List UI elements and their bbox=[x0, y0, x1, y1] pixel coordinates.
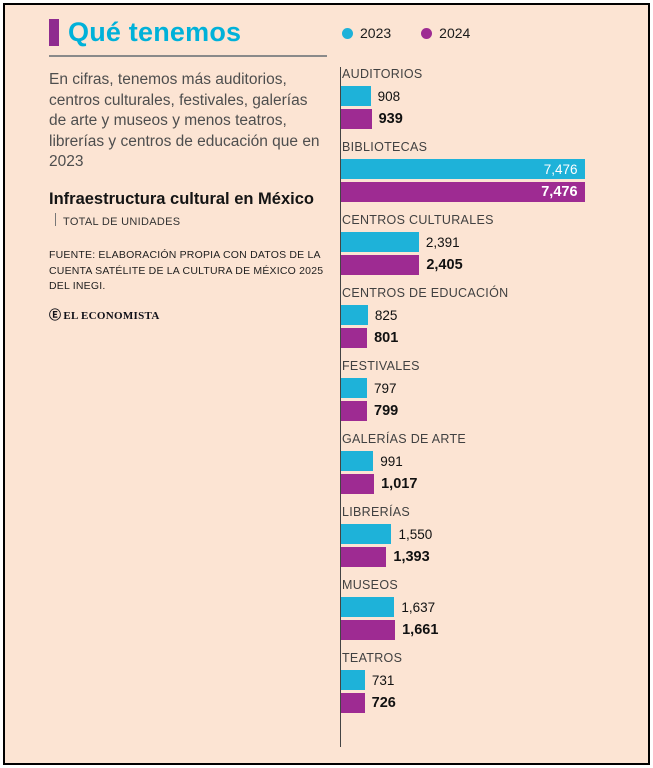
value-label-2024: 801 bbox=[374, 330, 399, 346]
title-row: Qué tenemos bbox=[49, 19, 327, 57]
legend-dot-2023 bbox=[342, 27, 353, 39]
intro-text: En cifras, tenemos más auditorios, centr… bbox=[49, 71, 320, 171]
category-label: GALERÍAS DE ARTE bbox=[342, 432, 467, 446]
value-label-2023: 797 bbox=[373, 380, 397, 396]
legend-label-2023: 2023 bbox=[360, 25, 392, 41]
legend-dot-2024 bbox=[421, 27, 433, 39]
logo-text: EL ECONOMISTA bbox=[63, 309, 160, 322]
bar-2023 bbox=[341, 232, 419, 252]
bar-row-2024: 1,393 bbox=[341, 547, 638, 567]
chart-legend: 2023 2024 bbox=[342, 25, 470, 41]
page-title: Qué tenemos bbox=[68, 17, 242, 47]
value-label-2024: 7,476 bbox=[541, 184, 578, 200]
chart-category-block: FESTIVALES 797 799 bbox=[341, 359, 638, 421]
bar-2024 bbox=[341, 401, 368, 421]
category-label: TEATROS bbox=[342, 651, 403, 665]
category-label: BIBLIOTECAS bbox=[342, 140, 428, 154]
bar-row-2024: 1,017 bbox=[341, 474, 638, 494]
source-note: FUENTE: ELABORACIÓN PROPIA CON DATOS DE … bbox=[49, 248, 324, 293]
bar-2024 bbox=[341, 109, 372, 129]
value-label-2023: 825 bbox=[374, 307, 398, 323]
chart-category-block: LIBRERÍAS 1,550 1,393 bbox=[341, 505, 638, 567]
value-label-2023: 908 bbox=[377, 88, 401, 104]
bar-2023 bbox=[341, 670, 365, 690]
chart-category-block: CENTROS CULTURALES 2,391 2,405 bbox=[341, 213, 638, 275]
value-label-2023: 2,391 bbox=[425, 234, 460, 250]
value-label-2023: 1,637 bbox=[401, 599, 436, 615]
bar-row-2024: 1,661 bbox=[341, 620, 638, 640]
chart-category-block: TEATROS 731 726 bbox=[341, 651, 638, 713]
legend-item-2024: 2024 bbox=[421, 25, 470, 41]
value-label-2024: 799 bbox=[374, 403, 399, 419]
bar-row-2024: 799 bbox=[341, 401, 638, 421]
bar-row-2024: 801 bbox=[341, 328, 638, 348]
value-label-2024: 726 bbox=[371, 695, 396, 711]
infographic-frame: Qué tenemos En cifras, tenemos más audit… bbox=[3, 3, 650, 765]
chart-category-block: GALERÍAS DE ARTE 991 1,017 bbox=[341, 432, 638, 494]
bar-2024 bbox=[341, 328, 368, 348]
chart-category-block: BIBLIOTECAS 7,476 7,476 bbox=[341, 140, 638, 202]
legend-item-2023: 2023 bbox=[342, 25, 391, 41]
subtitle-text: Infraestructura cultural en México bbox=[49, 189, 314, 208]
bar-2023: 7,476 bbox=[341, 159, 585, 179]
bar-row-2023: 7,476 bbox=[341, 159, 638, 179]
accent-bar bbox=[49, 19, 59, 46]
category-label: CENTROS CULTURALES bbox=[342, 213, 494, 227]
category-label: AUDITORIOS bbox=[342, 67, 423, 81]
bar-row-2023: 731 bbox=[341, 670, 638, 690]
category-label: FESTIVALES bbox=[342, 359, 420, 373]
bar-row-2023: 825 bbox=[341, 305, 638, 325]
bar-row-2023: 2,391 bbox=[341, 232, 638, 252]
bar-chart: AUDITORIOS 908 939 BIBLIOTECAS 7,476 7,476 CEN… bbox=[340, 67, 638, 747]
bar-2023 bbox=[341, 597, 395, 617]
bar-row-2024: 2,405 bbox=[341, 255, 638, 275]
value-label-2024: 2,405 bbox=[426, 257, 463, 273]
value-label-2024: 1,393 bbox=[393, 549, 430, 565]
bar-2023 bbox=[341, 378, 367, 398]
logo-mark-icon: Ⓔ bbox=[49, 307, 62, 322]
bar-2024 bbox=[341, 693, 365, 713]
chart-category-block: MUSEOS 1,637 1,661 bbox=[341, 578, 638, 640]
bar-row-2023: 908 bbox=[341, 86, 638, 106]
bar-row-2023: 1,550 bbox=[341, 524, 638, 544]
value-label-2023: 731 bbox=[371, 672, 395, 688]
subtitle-note: TOTAL DE UNIDADES bbox=[63, 215, 181, 228]
value-label-2023: 991 bbox=[380, 453, 403, 469]
bar-row-2024: 939 bbox=[341, 109, 638, 129]
bar-2024 bbox=[341, 547, 387, 567]
bar-2023 bbox=[341, 451, 374, 471]
bar-2023 bbox=[341, 86, 371, 106]
category-label: LIBRERÍAS bbox=[342, 505, 411, 519]
left-column: Qué tenemos En cifras, tenemos más audit… bbox=[49, 19, 327, 323]
chart-subtitle: Infraestructura cultural en México TOTAL … bbox=[49, 189, 327, 231]
bar-row-2023: 797 bbox=[341, 378, 638, 398]
bar-2023 bbox=[341, 305, 368, 325]
bar-2024: 7,476 bbox=[341, 182, 585, 202]
bar-row-2024: 726 bbox=[341, 693, 638, 713]
value-label-2024: 1,661 bbox=[402, 622, 439, 638]
legend-label-2024: 2024 bbox=[439, 25, 471, 41]
category-label: MUSEOS bbox=[342, 578, 398, 592]
bar-row-2023: 1,637 bbox=[341, 597, 638, 617]
chart-rows: AUDITORIOS 908 939 BIBLIOTECAS 7,476 7,476 CEN… bbox=[341, 67, 638, 713]
el-economista-logo: Ⓔ EL ECONOMISTA bbox=[49, 306, 327, 323]
value-label-2023: 1,550 bbox=[398, 526, 433, 542]
value-label-2024: 1,017 bbox=[381, 476, 418, 492]
bar-2024 bbox=[341, 474, 375, 494]
value-label-2024: 939 bbox=[378, 111, 403, 127]
chart-category-block: AUDITORIOS 908 939 bbox=[341, 67, 638, 129]
pipe-divider bbox=[55, 212, 56, 226]
bar-2024 bbox=[341, 620, 396, 640]
bar-2024 bbox=[341, 255, 420, 275]
bar-2023 bbox=[341, 524, 392, 544]
bar-row-2024: 7,476 bbox=[341, 182, 638, 202]
category-label: CENTROS DE EDUCACIÓN bbox=[342, 286, 509, 300]
chart-category-block: CENTROS DE EDUCACIÓN 825 801 bbox=[341, 286, 638, 348]
bar-row-2023: 991 bbox=[341, 451, 638, 471]
value-label-2023: 7,476 bbox=[543, 161, 578, 177]
